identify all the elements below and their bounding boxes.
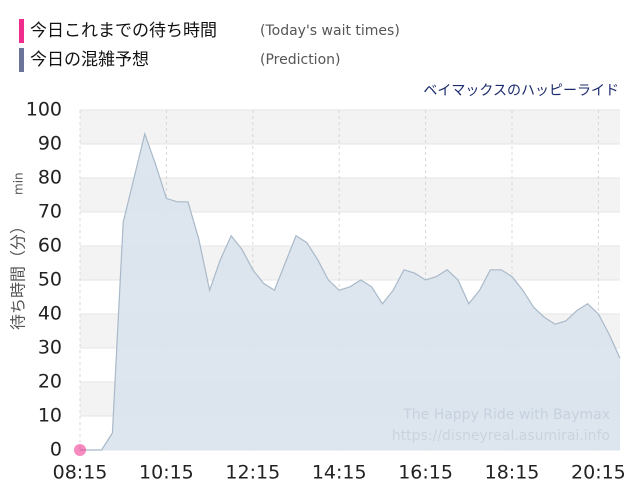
y-tick-label: 0 <box>50 439 62 461</box>
x-tick-label: 14:15 <box>312 462 367 484</box>
y-tick-label: 90 <box>38 133 62 155</box>
x-tick-label: 18:15 <box>485 462 540 484</box>
legend-label: 今日の混雑予想 <box>30 50 149 70</box>
y-axis-unit: min <box>12 172 26 195</box>
legend-swatch <box>19 19 24 43</box>
y-tick-label: 100 <box>26 99 62 121</box>
y-tick-label: 70 <box>38 201 62 223</box>
y-tick-label: 40 <box>38 303 62 325</box>
x-tick-label: 20:15 <box>571 462 626 484</box>
area-fill <box>80 133 620 451</box>
legend-label: 今日これまでの待ち時間 <box>30 21 217 41</box>
y-tick-label: 80 <box>38 167 62 189</box>
x-tick-label: 10:15 <box>139 462 194 484</box>
legend-swatch <box>19 48 24 72</box>
y-tick-label: 50 <box>38 269 62 291</box>
legend-note: (Prediction) <box>260 52 340 68</box>
area-line <box>80 131 621 451</box>
y-tick-label: 10 <box>38 405 62 427</box>
grid-band <box>80 110 620 144</box>
legend-note: (Today's wait times) <box>260 23 400 39</box>
x-tick-label: 08:15 <box>53 462 108 484</box>
x-tick-label: 16:15 <box>398 462 453 484</box>
data-point <box>74 444 86 456</box>
y-axis-label: 待ち時間（分） <box>9 218 28 330</box>
x-tick-label: 12:15 <box>225 462 280 484</box>
y-tick-label: 20 <box>38 371 62 393</box>
chart-subtitle: ベイマックスのハッピーライド <box>423 83 619 99</box>
y-tick-label: 30 <box>38 337 62 359</box>
y-tick-label: 60 <box>38 235 62 257</box>
